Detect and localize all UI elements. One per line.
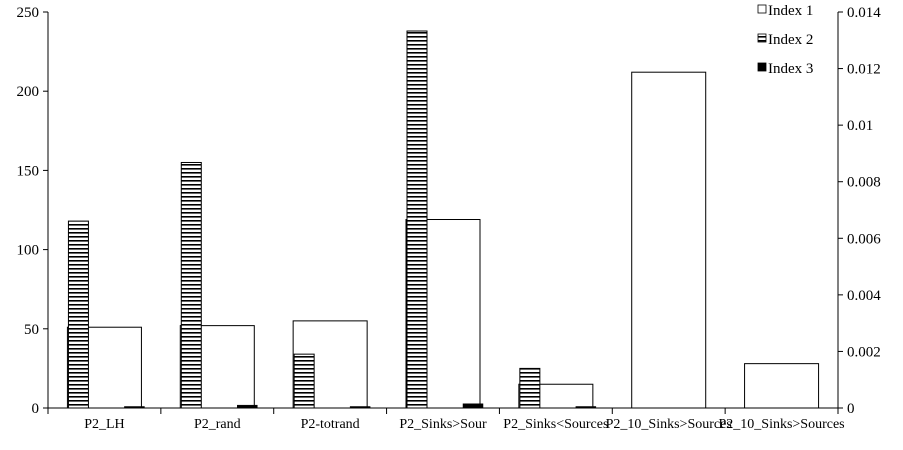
left-tick-label: 250 [17,5,40,21]
bar-index-3 [349,406,371,409]
right-tick-label: 0.014 [847,5,881,21]
legend-swatch [757,4,767,14]
right-tick-label: 0.002 [847,344,881,360]
bar-index-2 [406,30,428,409]
bar-index-2 [180,161,202,409]
axes: 0 50 100 150 200 250 0 0.002 0.004 0.006 0.008 0.01… [17,5,882,417]
right-tick-label: 0.008 [847,175,881,191]
bar-index-2 [293,353,315,409]
legend-label: Index 3 [768,61,813,77]
category-labels: P2_LH P2_rand P2-totrand P2_Sinks>Sour P2_Si… [84,417,844,432]
right-tick-label: 0.012 [847,62,881,78]
bar-index-2 [67,220,89,409]
right-tick-label: 0 [847,401,855,417]
bar-index-1 [744,363,820,409]
right-tick-label: 0.01 [847,118,873,134]
category-label: P2_Sinks<Sources [503,417,608,432]
bar-index-2 [519,367,541,409]
legend-swatch [757,33,767,43]
category-label: P2-totrand [301,417,360,432]
category-label: P2_rand [194,417,241,432]
left-tick-label: 150 [17,163,40,179]
bar-index-3 [124,406,145,409]
category-label: P2_10_Sinks>Sources [606,417,732,432]
category-label: P2_Sinks>Sour [399,417,487,432]
legend-label: Index 2 [768,32,813,48]
bars [66,30,820,409]
right-tick-label: 0.006 [847,231,881,247]
left-tick-label: 100 [17,243,40,259]
bar-index-1 [631,71,707,409]
left-tick-label: 200 [17,84,40,100]
legend-swatch [757,62,767,72]
bar-index-3 [237,404,258,409]
category-label: P2_10_Sinks>Sources [719,417,845,432]
left-tick-label: 50 [24,322,39,338]
right-tick-label: 0.004 [847,288,881,304]
legend: Index 1 Index 2 Index 3 [757,3,813,77]
bar-index-3 [575,406,597,409]
legend-label: Index 1 [768,3,813,19]
category-label: P2_LH [84,417,124,432]
left-tick-label: 0 [32,401,40,417]
bar-index-3 [462,403,484,409]
